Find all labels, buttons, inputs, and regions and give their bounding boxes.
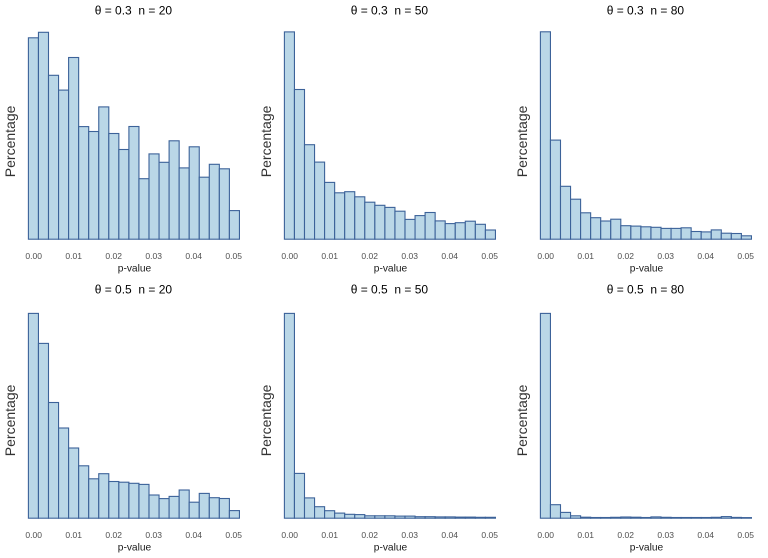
svg-text:0.02: 0.02: [361, 251, 378, 261]
svg-text:Percentage: Percentage: [2, 105, 18, 177]
svg-text:Percentage: Percentage: [2, 384, 18, 456]
svg-text:Percentage: Percentage: [514, 105, 530, 177]
svg-text:0.01: 0.01: [577, 530, 594, 540]
svg-text:0.05: 0.05: [481, 251, 498, 261]
svg-text:0.04: 0.04: [185, 251, 202, 261]
svg-text:0.05: 0.05: [225, 530, 242, 540]
svg-text:θ = 0.5 n = 50: θ = 0.5 n = 50: [351, 283, 429, 297]
svg-text:0.00: 0.00: [281, 251, 298, 261]
svg-text:0.05: 0.05: [481, 530, 498, 540]
svg-text:0.04: 0.04: [441, 530, 458, 540]
svg-text:0.00: 0.00: [281, 530, 298, 540]
svg-text:0.00: 0.00: [25, 530, 42, 540]
svg-text:0.01: 0.01: [65, 251, 82, 261]
svg-text:0.05: 0.05: [225, 251, 242, 261]
svg-text:0.03: 0.03: [145, 530, 162, 540]
svg-text:Percentage: Percentage: [258, 105, 274, 177]
svg-text:p-value: p-value: [374, 263, 408, 274]
svg-text:0.00: 0.00: [537, 530, 554, 540]
svg-text:0.02: 0.02: [617, 530, 634, 540]
svg-text:Percentage: Percentage: [514, 384, 530, 456]
svg-text:Percentage: Percentage: [258, 384, 274, 456]
svg-text:0.01: 0.01: [321, 530, 338, 540]
svg-text:0.03: 0.03: [657, 251, 674, 261]
svg-text:θ = 0.3 n = 80: θ = 0.3 n = 80: [607, 4, 685, 18]
svg-text:p-value: p-value: [630, 542, 664, 553]
svg-text:p-value: p-value: [630, 263, 664, 274]
svg-text:0.03: 0.03: [657, 530, 674, 540]
svg-text:0.02: 0.02: [617, 251, 634, 261]
svg-text:0.02: 0.02: [105, 530, 122, 540]
svg-text:p-value: p-value: [118, 263, 152, 274]
svg-text:0.04: 0.04: [441, 251, 458, 261]
svg-text:0.03: 0.03: [401, 530, 418, 540]
svg-text:0.04: 0.04: [185, 530, 202, 540]
svg-text:θ = 0.5 n = 20: θ = 0.5 n = 20: [95, 283, 173, 297]
svg-text:θ = 0.3 n = 50: θ = 0.3 n = 50: [351, 4, 429, 18]
svg-text:0.01: 0.01: [321, 251, 338, 261]
svg-text:0.02: 0.02: [105, 251, 122, 261]
svg-text:0.02: 0.02: [361, 530, 378, 540]
svg-text:0.01: 0.01: [577, 251, 594, 261]
svg-text:0.04: 0.04: [697, 251, 714, 261]
svg-text:0.00: 0.00: [25, 251, 42, 261]
svg-text:p-value: p-value: [374, 542, 408, 553]
svg-text:θ = 0.5 n = 80: θ = 0.5 n = 80: [607, 283, 685, 297]
svg-text:0.04: 0.04: [697, 530, 714, 540]
svg-text:0.03: 0.03: [401, 251, 418, 261]
svg-text:p-value: p-value: [118, 542, 152, 553]
svg-text:0.05: 0.05: [737, 251, 754, 261]
svg-text:0.01: 0.01: [65, 530, 82, 540]
svg-text:θ = 0.3 n = 20: θ = 0.3 n = 20: [95, 4, 173, 18]
svg-text:0.00: 0.00: [537, 251, 554, 261]
svg-text:0.05: 0.05: [737, 530, 754, 540]
svg-text:0.03: 0.03: [145, 251, 162, 261]
